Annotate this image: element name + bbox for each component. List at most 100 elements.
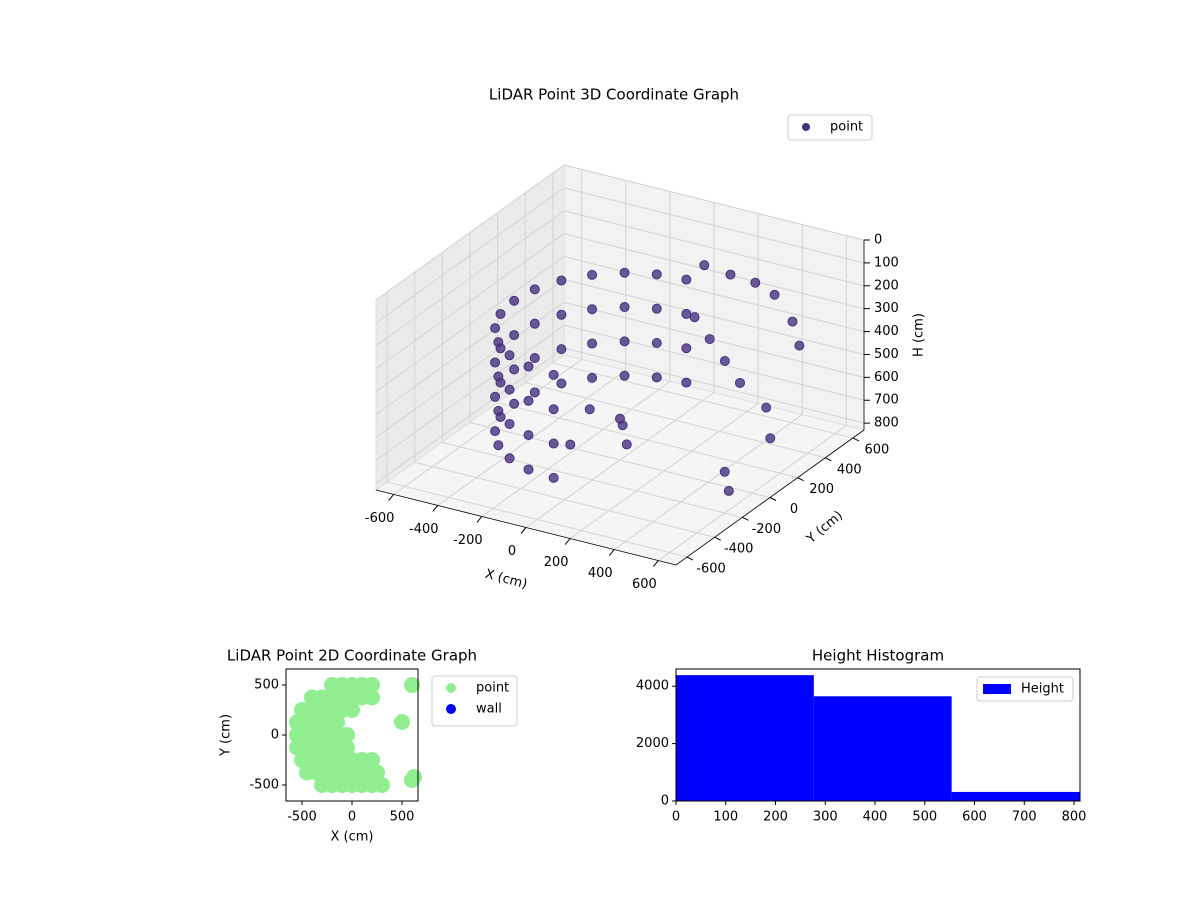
y-tick [769, 497, 777, 501]
y-tick [825, 457, 832, 462]
point-marker [735, 377, 745, 388]
point-marker [490, 426, 501, 437]
histogram-bar [951, 791, 1080, 801]
legend-marker [802, 123, 810, 131]
grid-line [563, 324, 865, 401]
point-marker [490, 323, 501, 334]
point-marker [587, 304, 598, 315]
x-tick [476, 516, 483, 523]
point-marker [523, 464, 534, 475]
point-marker [495, 343, 506, 354]
point-marker [719, 466, 730, 477]
x-tick-label: -400 [409, 522, 439, 537]
point-marker [523, 430, 534, 441]
x-tick-label: 700 [1012, 810, 1037, 825]
point-marker [329, 714, 345, 731]
point-marker [681, 377, 692, 388]
x-tick-label: 500 [390, 810, 415, 825]
point-marker [619, 267, 630, 278]
point-marker [495, 377, 506, 388]
grid-line [375, 210, 565, 347]
grid-line [563, 347, 865, 424]
point-marker [504, 418, 515, 429]
point-marker [504, 350, 515, 361]
point-marker [699, 260, 710, 271]
legend-label: point [476, 681, 509, 696]
point-marker [523, 361, 534, 372]
x-tick-label: 200 [763, 810, 788, 825]
point-marker [619, 336, 630, 347]
z-tick-label: 100 [874, 255, 899, 270]
y-tick-label: 0 [271, 728, 279, 743]
point-marker [504, 453, 515, 464]
point-marker [529, 387, 540, 398]
y-tick [797, 477, 804, 482]
point-marker [406, 769, 422, 785]
point-marker [364, 689, 380, 706]
point-marker [548, 369, 559, 380]
y-axis-label: Y (cm) [219, 714, 234, 757]
point-marker [765, 433, 776, 444]
point-marker [750, 277, 761, 288]
x-tick [564, 538, 571, 545]
chart-title: LiDAR Point 3D Coordinate Graph [489, 86, 739, 104]
z-tick-label: 800 [874, 416, 899, 431]
grid-line [497, 402, 798, 479]
legend-marker [446, 704, 456, 714]
x-tick-label: 0 [508, 544, 516, 559]
y-tick-label: 0 [790, 502, 798, 517]
point-marker [704, 334, 715, 345]
grid-line [375, 233, 565, 370]
y-tick-label: -600 [696, 562, 726, 577]
x-tick [652, 560, 659, 567]
point-marker [587, 338, 598, 349]
x-tick-label: -600 [365, 511, 395, 526]
z-tick-label: 0 [874, 233, 882, 248]
point-marker [619, 370, 630, 381]
point-marker [509, 398, 520, 409]
point-marker [374, 777, 390, 793]
x-tick-label: 0 [672, 810, 680, 825]
point-marker [761, 402, 772, 413]
y-tick-label: 400 [837, 462, 862, 477]
x-axis-label: X (cm) [331, 830, 374, 845]
point-marker [509, 364, 520, 375]
y-tick-label: -500 [249, 778, 279, 793]
point-marker [344, 702, 360, 718]
y-tick-label: -200 [752, 522, 782, 537]
z-axis-label: H (cm) [912, 313, 927, 357]
point-marker [556, 309, 567, 320]
point-marker [587, 269, 598, 280]
point-marker [651, 338, 662, 349]
chart-title: LiDAR Point 2D Coordinate Graph [227, 647, 477, 665]
axes-frame [675, 668, 1081, 802]
x-tick-label: 600 [962, 810, 987, 825]
z-tick-label: 200 [874, 278, 899, 293]
point-marker [651, 269, 662, 280]
grid-line [563, 256, 865, 333]
grid-line [563, 278, 865, 355]
point-marker [587, 372, 598, 383]
point-marker [364, 752, 380, 768]
x-tick-label: 400 [863, 810, 888, 825]
point-marker [495, 411, 506, 422]
grid-line [375, 279, 565, 415]
point-marker [681, 274, 692, 285]
point-marker [369, 764, 385, 781]
point-marker [529, 318, 540, 329]
point-marker [529, 353, 540, 364]
point-marker [490, 391, 501, 402]
point-marker [490, 357, 501, 368]
y-tick-label: 4000 [636, 679, 669, 694]
x-tick-label: 0 [348, 810, 356, 825]
point-marker [689, 312, 700, 323]
point-marker [339, 739, 355, 756]
legend-label: Height [1021, 682, 1064, 697]
x-tick-label: 400 [588, 566, 613, 581]
y-tick-label: 2000 [636, 736, 669, 751]
x-tick-label: 500 [912, 810, 937, 825]
point-marker [556, 275, 567, 286]
point-marker [725, 269, 736, 280]
y-tick [742, 516, 749, 521]
